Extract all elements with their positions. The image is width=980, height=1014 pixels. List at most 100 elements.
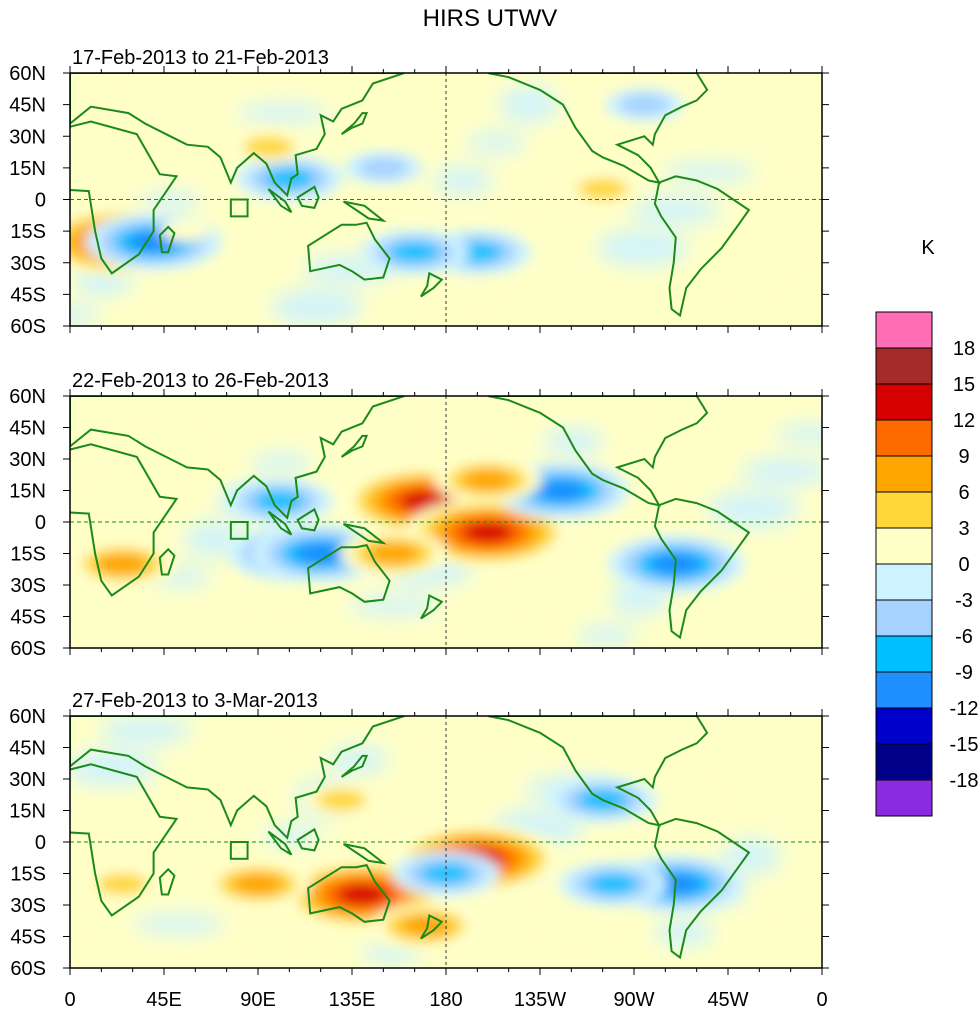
lat-tick-label: 45N xyxy=(9,418,46,440)
colorbar-tick-label: 15 xyxy=(953,374,975,396)
lat-tick-label: 30S xyxy=(10,575,46,597)
anomaly-background-cell xyxy=(155,274,264,311)
anomaly-background-cell xyxy=(70,506,146,543)
lat-tick-label: 30N xyxy=(9,126,46,148)
anomaly-background-cell xyxy=(136,438,213,459)
anomaly-background-cell xyxy=(385,73,462,108)
lat-tick-label: 45N xyxy=(9,95,46,117)
colorbar-tick-label: -3 xyxy=(955,590,973,612)
anomaly-background-cell xyxy=(773,423,822,444)
lat-tick-label: 60N xyxy=(9,706,46,728)
lat-tick-label: 15S xyxy=(10,221,46,243)
coastline xyxy=(340,754,369,778)
lat-tick-label: 30N xyxy=(9,449,46,471)
anomaly-background-cell xyxy=(625,442,734,471)
colorbar-tick-label: -15 xyxy=(950,734,979,756)
coastline xyxy=(653,175,751,318)
region-box xyxy=(229,198,249,218)
panel-label: 27-Feb-2013 to 3-Mar-2013 xyxy=(72,690,318,712)
anomaly-contour xyxy=(159,220,211,242)
anomaly-contour xyxy=(243,136,294,158)
region-box xyxy=(229,521,249,540)
anomaly-background-cell xyxy=(103,472,180,501)
coastline xyxy=(340,112,369,135)
anomaly-background-cell xyxy=(462,610,539,631)
anomaly-background-cell xyxy=(543,428,604,457)
anomaly-contour xyxy=(619,94,670,116)
panel-label: 17-Feb-2013 to 21-Feb-2013 xyxy=(72,47,329,69)
anomaly-background-cell xyxy=(428,413,505,442)
coastline xyxy=(340,434,369,458)
colorbar-swatch xyxy=(875,707,933,745)
lon-tick-label: 135W xyxy=(514,989,566,1011)
anomaly-background-cell xyxy=(122,88,231,109)
anomaly-background-cell xyxy=(596,229,689,266)
colorbar-swatch xyxy=(875,671,933,709)
coastlines xyxy=(70,73,751,318)
colorbar-swatch xyxy=(875,563,933,601)
anomaly-background-cell xyxy=(237,103,330,124)
coastlines xyxy=(70,396,751,640)
colorbar-tick-label: -18 xyxy=(950,770,979,792)
anomaly-background-cell xyxy=(351,117,428,138)
lat-tick-label: 60N xyxy=(9,386,46,408)
anomaly-contour xyxy=(337,884,388,905)
anomaly-background-cell xyxy=(692,594,801,631)
coastline xyxy=(296,827,320,852)
panel-label: 22-Feb-2013 to 26-Feb-2013 xyxy=(72,370,329,392)
colorbar-tick-label: 6 xyxy=(958,482,969,504)
colorbar-swatch xyxy=(875,779,933,817)
lon-tick-label: 0 xyxy=(64,989,75,1011)
anomaly-background-cell xyxy=(710,244,787,281)
anomaly-background-cell xyxy=(132,913,225,934)
anomaly-contour xyxy=(232,873,284,895)
colorbar-tick-label: -6 xyxy=(955,626,973,648)
lat-tick-label: 45S xyxy=(10,284,46,306)
coastline xyxy=(70,120,179,275)
anomaly-background-cell xyxy=(250,453,311,474)
anomaly-background-cell xyxy=(539,903,616,932)
coastline xyxy=(158,225,176,254)
lat-tick-label: 15N xyxy=(9,158,46,180)
anomaly-background-cell xyxy=(629,196,722,225)
lat-tick-label: 60S xyxy=(10,638,46,660)
colorbar-tick-label: 0 xyxy=(958,554,969,576)
anomaly-contour xyxy=(389,241,440,263)
region-box xyxy=(229,841,249,860)
anomaly-background-cell xyxy=(744,210,821,239)
colorbar-tick-label: 12 xyxy=(953,410,975,432)
colorbar-swatch xyxy=(875,491,933,529)
anomaly-background-cell xyxy=(740,457,822,486)
coastline xyxy=(420,593,444,620)
anomaly-background-cell xyxy=(233,581,342,602)
colorbar-swatch xyxy=(875,383,933,421)
anomaly-contour xyxy=(97,553,148,575)
lat-tick-label: 60N xyxy=(9,63,46,85)
anomaly-background-cell xyxy=(663,162,756,183)
anomaly-background-cell xyxy=(270,289,363,326)
coastline xyxy=(267,510,293,536)
map-panel: 60N 45N 30N 15N 0 15S 30S 45S 60S 27-Feb-2013 to … xyxy=(9,690,829,980)
anomaly-background-cell xyxy=(777,176,822,197)
coastline xyxy=(420,271,444,298)
anomaly-contour xyxy=(358,157,409,179)
coastline xyxy=(296,507,320,532)
anomaly-background-cell xyxy=(410,760,519,789)
colorbar: K 18 15 12 9 6 3 0 -3 -6 -9 -12 -15 -18 xyxy=(875,237,979,817)
anomaly-background-cell xyxy=(247,928,324,949)
anomaly-background-cell xyxy=(432,166,493,195)
coastline xyxy=(267,830,293,856)
colorbar-tick-label: 18 xyxy=(953,338,975,360)
anomaly-contour xyxy=(253,490,305,512)
colorbar-tick-label: 9 xyxy=(958,446,969,468)
lat-tick-label: 15N xyxy=(9,481,46,503)
coastline xyxy=(70,763,179,917)
coastline xyxy=(653,497,751,640)
coastline xyxy=(70,73,405,198)
colorbar-swatch xyxy=(875,455,933,493)
anomaly-background-cell xyxy=(466,132,527,153)
anomaly-contour xyxy=(577,178,628,200)
anomaly-contour xyxy=(462,522,513,543)
anomaly-background-cell xyxy=(361,943,422,964)
anomaly-background-cell xyxy=(639,790,716,819)
